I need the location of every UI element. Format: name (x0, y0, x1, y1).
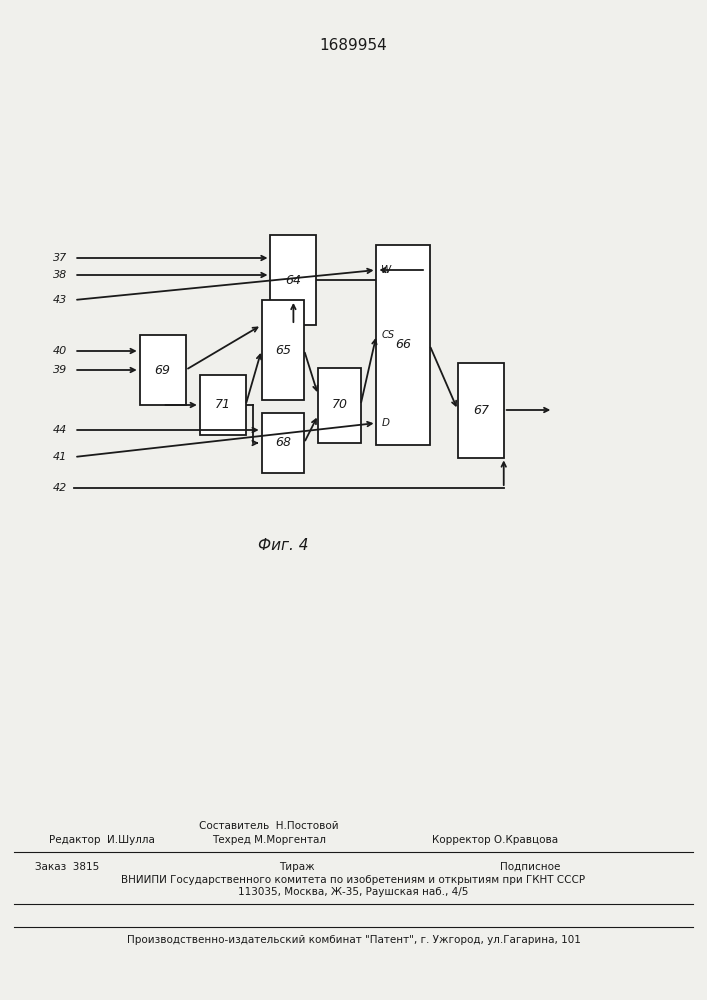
Bar (318, 367, 361, 442)
Text: Техред М.Моргентал: Техред М.Моргентал (211, 835, 326, 845)
Text: Тираж: Тираж (279, 862, 315, 872)
Text: 65: 65 (275, 344, 291, 357)
Bar (458, 362, 504, 458)
Text: 113035, Москва, Ж-35, Раушская наб., 4/5: 113035, Москва, Ж-35, Раушская наб., 4/5 (238, 887, 469, 897)
Text: 39: 39 (53, 365, 67, 375)
Text: D: D (382, 418, 390, 428)
Text: Заказ  3815: Заказ 3815 (35, 862, 100, 872)
Bar (262, 300, 304, 400)
Text: Составитель  Н.Постовой: Составитель Н.Постовой (199, 821, 339, 831)
Bar (262, 413, 304, 473)
Bar (376, 245, 429, 445)
Text: Фиг. 4: Фиг. 4 (257, 538, 308, 552)
Text: 37: 37 (53, 253, 67, 263)
Text: 41: 41 (53, 452, 67, 462)
Text: 68: 68 (275, 436, 291, 450)
Text: W: W (382, 265, 392, 275)
Text: 69: 69 (155, 363, 170, 376)
Text: 1689954: 1689954 (320, 37, 387, 52)
Text: Корректор О.Кравцова: Корректор О.Кравцова (432, 835, 558, 845)
Text: 64: 64 (286, 273, 301, 286)
Text: 40: 40 (53, 346, 67, 356)
Text: Редактор  И.Шулла: Редактор И.Шулла (49, 835, 156, 845)
Text: ВНИИПИ Государственного комитета по изобретениям и открытиям при ГКНТ СССР: ВНИИПИ Государственного комитета по изоб… (122, 875, 585, 885)
Text: 44: 44 (53, 425, 67, 435)
Text: Производственно-издательский комбинат "Патент", г. Ужгород, ул.Гагарина, 101: Производственно-издательский комбинат "П… (127, 935, 580, 945)
Text: 38: 38 (53, 270, 67, 280)
Bar (140, 335, 185, 405)
Bar (199, 375, 246, 435)
Text: CS: CS (382, 330, 395, 340)
Text: 43: 43 (53, 295, 67, 305)
Text: 70: 70 (332, 398, 347, 412)
Text: 71: 71 (215, 398, 230, 412)
Text: 42: 42 (53, 483, 67, 493)
Text: 66: 66 (395, 338, 411, 352)
Text: Подписное: Подписное (500, 862, 561, 872)
Bar (270, 235, 316, 325)
Text: 67: 67 (473, 403, 489, 416)
